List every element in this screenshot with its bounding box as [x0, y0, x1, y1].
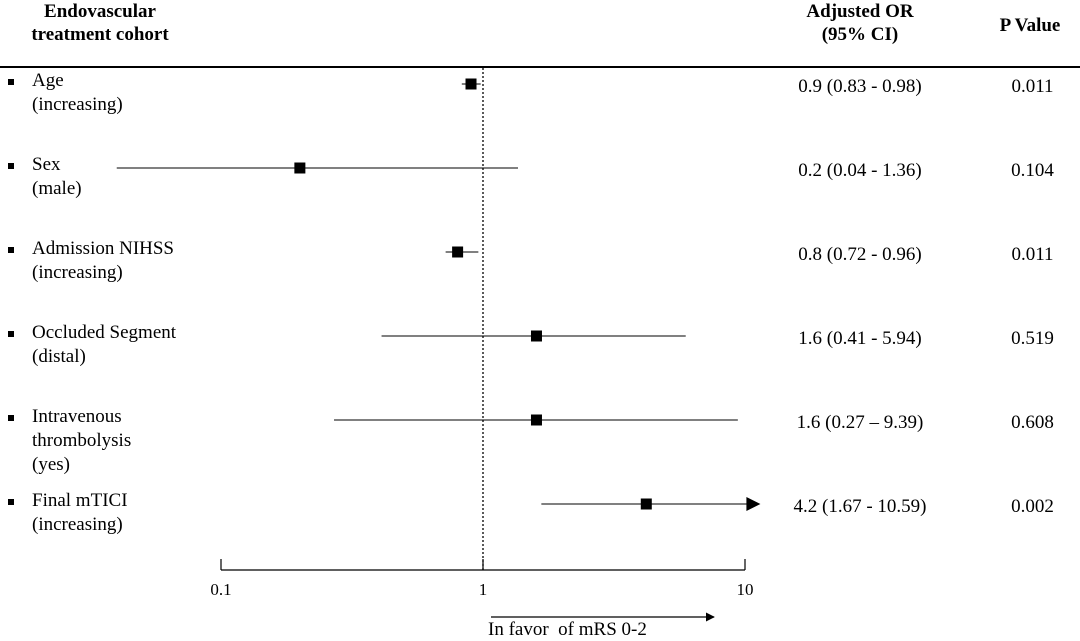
row-bullet — [8, 79, 14, 85]
point-estimate-marker — [465, 78, 477, 90]
row-label-line: Intravenous — [32, 406, 122, 427]
row-label: Occluded Segment (distal) — [32, 321, 232, 369]
column-header-cohort-line2: treatment cohort — [31, 24, 169, 45]
row-or-ci: 1.6 (0.27 – 9.39) — [796, 412, 924, 433]
row-or-ci: 0.8 (0.72 - 0.96) — [798, 244, 922, 265]
row-bullet — [8, 499, 14, 505]
column-header-or-line2: (95% CI) — [821, 24, 899, 45]
column-header-cohort: Endovascular treatment cohort — [0, 0, 200, 46]
x-axis-tick-label: 0.1 — [210, 580, 231, 599]
row-or-ci: 1.6 (0.41 - 5.94) — [798, 328, 922, 349]
row-p-value: 0.519 — [1011, 328, 1054, 349]
column-header-p-value: P Value — [999, 15, 1061, 36]
row-p-value: 0.104 — [1011, 160, 1054, 181]
header-divider — [0, 66, 1080, 68]
point-estimate-marker — [452, 246, 464, 258]
row-bullet — [8, 331, 14, 337]
row-label-line: Occluded Segment — [32, 322, 177, 343]
x-axis-tick-label: 10 — [737, 580, 754, 599]
point-estimate-marker — [530, 414, 542, 426]
row-label-line: (distal) — [32, 346, 86, 367]
row-or-ci: 0.9 (0.83 - 0.98) — [798, 76, 922, 97]
row-or-ci: 0.2 (0.04 - 1.36) — [798, 160, 922, 181]
x-axis-tick-label: 1 — [479, 580, 488, 599]
row-label-line: (increasing) — [32, 514, 123, 535]
favor-direction-label: In favor of mRS 0-2 — [488, 619, 647, 640]
row-label: Admission NIHSS (increasing) — [32, 237, 232, 285]
row-p-value: 0.608 — [1011, 412, 1054, 433]
row-or-ci: 4.2 (1.67 - 10.59) — [793, 496, 927, 517]
point-estimate-marker — [640, 498, 652, 510]
row-label: Final mTICI (increasing) — [32, 489, 232, 537]
column-header-or-line1: Adjusted OR — [806, 1, 914, 22]
row-label-line: thrombolysis — [32, 430, 132, 451]
row-p-value: 0.002 — [1011, 496, 1054, 517]
row-label-line: (increasing) — [32, 94, 123, 115]
row-bullet — [8, 163, 14, 169]
row-label-line: (male) — [32, 178, 82, 199]
row-label-line: (increasing) — [32, 262, 123, 283]
row-label: Intravenous thrombolysis (yes) — [32, 405, 232, 477]
row-label-line: (yes) — [32, 454, 70, 475]
point-estimate-marker — [530, 330, 542, 342]
point-estimate-marker — [294, 162, 306, 174]
row-bullet — [8, 247, 14, 253]
row-p-value: 0.011 — [1011, 244, 1054, 265]
row-bullet — [8, 415, 14, 421]
row-label-line: Admission NIHSS — [32, 238, 174, 259]
row-label: Sex (male) — [32, 153, 232, 201]
row-p-value: 0.011 — [1011, 76, 1054, 97]
row-label: Age (increasing) — [32, 69, 232, 117]
row-label-line: Age — [32, 70, 64, 91]
column-header-cohort-line1: Endovascular — [44, 1, 156, 22]
row-label-line: Final mTICI — [32, 490, 128, 511]
row-label-line: Sex — [32, 154, 61, 175]
column-header-adjusted-or: Adjusted OR (95% CI) — [770, 0, 950, 46]
